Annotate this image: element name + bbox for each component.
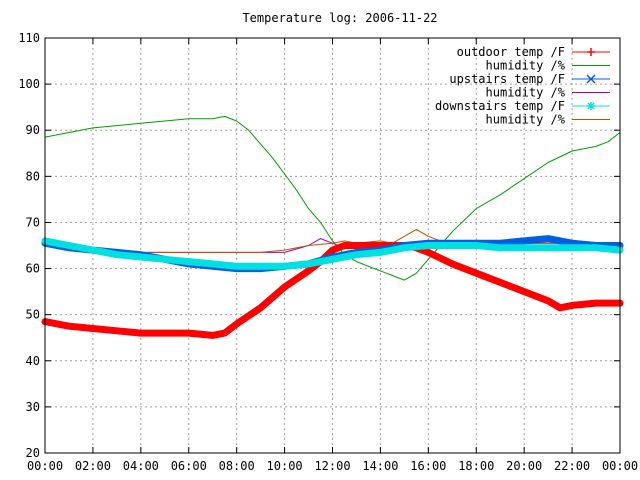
legend-label: upstairs temp /F: [449, 72, 565, 86]
y-tick-label: 60: [26, 262, 40, 276]
y-tick-label: 70: [26, 215, 40, 229]
legend-marker-plus: [587, 48, 595, 56]
x-tick-label: 22:00: [554, 459, 590, 473]
x-tick-label: 12:00: [314, 459, 350, 473]
x-tick-label: 04:00: [123, 459, 159, 473]
x-tick-label: 18:00: [458, 459, 494, 473]
series-line-0: [41, 242, 624, 339]
y-tick-label: 20: [26, 446, 40, 460]
legend-label: humidity /%: [486, 86, 566, 100]
x-tick-label: 08:00: [219, 459, 255, 473]
series-line-4: [41, 237, 624, 270]
legend-label: outdoor temp /F: [457, 45, 565, 59]
y-tick-label: 100: [18, 77, 40, 91]
y-tick-label: 110: [18, 31, 40, 45]
x-tick-label: 00:00: [27, 459, 63, 473]
legend-marker-star: [587, 102, 595, 110]
x-tick-label: 20:00: [506, 459, 542, 473]
legend-label: humidity /%: [486, 113, 566, 127]
grid: [45, 38, 620, 453]
y-tick-label: 40: [26, 354, 40, 368]
y-tick-label: 90: [26, 123, 40, 137]
x-tick-label: 14:00: [362, 459, 398, 473]
y-tick-label: 80: [26, 169, 40, 183]
x-tick-label: 02:00: [75, 459, 111, 473]
chart-title: Temperature log: 2006-11-22: [242, 11, 437, 25]
x-tick-label: 16:00: [410, 459, 446, 473]
legend-marker-cross: [586, 74, 596, 84]
legend-label: humidity /%: [486, 59, 566, 73]
x-tick-label: 06:00: [171, 459, 207, 473]
axes: 20 30 40 50 60 70 80 90 100 110 00:00 02:00 04:00 06:…: [18, 31, 638, 473]
x-tick-label: 00:00: [602, 459, 638, 473]
y-tick-label: 50: [26, 308, 40, 322]
y-tick-label: 30: [26, 400, 40, 414]
legend-label: downstairs temp /F: [435, 99, 565, 113]
series-group: [41, 115, 624, 339]
x-tick-label: 10:00: [267, 459, 303, 473]
